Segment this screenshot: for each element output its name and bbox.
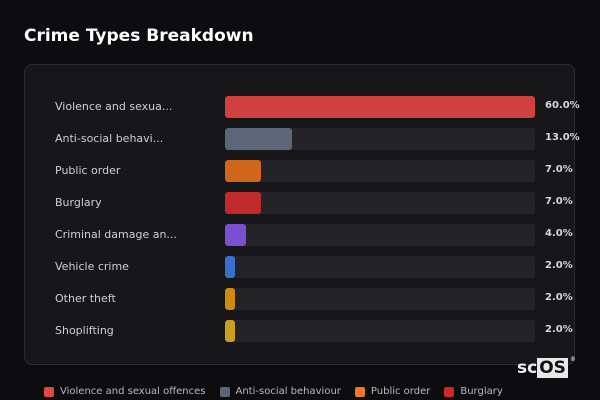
- legend-item: Burglary: [444, 386, 503, 397]
- bar-fill: [225, 256, 236, 278]
- bar-label: Criminal damage an...: [55, 228, 177, 241]
- bar-row: Anti-social behavi... 13.0%: [55, 128, 580, 150]
- bar-fill: [225, 160, 262, 182]
- bar-fill: [225, 128, 293, 150]
- legend-label: Burglary: [460, 386, 503, 397]
- bar-percent: 13.0%: [545, 132, 580, 143]
- bar-row: Vehicle crime 2.0%: [55, 256, 573, 278]
- logo-text: sc: [517, 358, 538, 378]
- bar-fill: [225, 96, 535, 118]
- bar-percent: 4.0%: [545, 228, 573, 239]
- bar-label: Violence and sexua...: [55, 100, 173, 113]
- bar-fill: [225, 192, 262, 214]
- legend-label: Anti-social behaviour: [235, 386, 341, 397]
- chart-panel: Violence and sexua... 60.0% Anti-social b…: [24, 64, 580, 365]
- legend-swatch: [444, 386, 455, 397]
- bar-fill: [225, 320, 236, 342]
- bar-row: Shoplifting 2.0%: [55, 320, 573, 342]
- bar-fill: [225, 224, 246, 246]
- bar-row: Violence and sexua... 60.0%: [55, 96, 580, 118]
- bar-track: [225, 288, 535, 310]
- legend-item: Anti-social behaviour: [219, 386, 341, 397]
- bar-track: [225, 160, 535, 182]
- bar-label: Anti-social behavi...: [55, 132, 164, 145]
- bar-track: [225, 224, 535, 246]
- legend-swatch: [44, 386, 54, 397]
- bar-percent: 7.0%: [545, 164, 573, 175]
- bar-percent: 60.0%: [545, 100, 580, 111]
- registered-mark: ®: [569, 356, 576, 363]
- bar-label: Other theft: [55, 292, 116, 305]
- bar-track: [225, 320, 535, 342]
- bar-track: [225, 256, 535, 278]
- legend-swatch: [219, 386, 230, 397]
- bar-percent: 2.0%: [545, 324, 573, 335]
- legend-label: Public order: [370, 386, 431, 397]
- legend-label: Violence and sexual offences: [60, 386, 206, 397]
- scos-logo: sc OS ®: [517, 356, 576, 378]
- legend-item: Violence and sexual offences: [44, 386, 206, 397]
- bar-track: [225, 192, 535, 214]
- bar-track: [225, 128, 535, 150]
- bar-label: Vehicle crime: [55, 260, 129, 273]
- bar-row: Burglary 7.0%: [55, 192, 573, 214]
- bar-track: [225, 96, 535, 118]
- bar-label: Burglary: [55, 196, 102, 209]
- legend-swatch: [354, 386, 365, 397]
- legend-item: Public order: [354, 386, 431, 397]
- bar-row: Other theft 2.0%: [55, 288, 573, 310]
- bar-label: Shoplifting: [55, 324, 114, 337]
- bar-fill: [225, 288, 236, 310]
- bar-percent: 2.0%: [545, 292, 573, 303]
- page-title: Crime Types Breakdown: [24, 26, 254, 46]
- bar-percent: 2.0%: [545, 260, 573, 271]
- bar-percent: 7.0%: [545, 196, 573, 207]
- logo-text-box: OS: [537, 358, 568, 378]
- bar-label: Public order: [55, 164, 121, 177]
- legend: Violence and sexual offences Anti-social …: [44, 386, 503, 397]
- bar-row: Public order 7.0%: [55, 160, 573, 182]
- bar-row: Criminal damage an... 4.0%: [55, 224, 573, 246]
